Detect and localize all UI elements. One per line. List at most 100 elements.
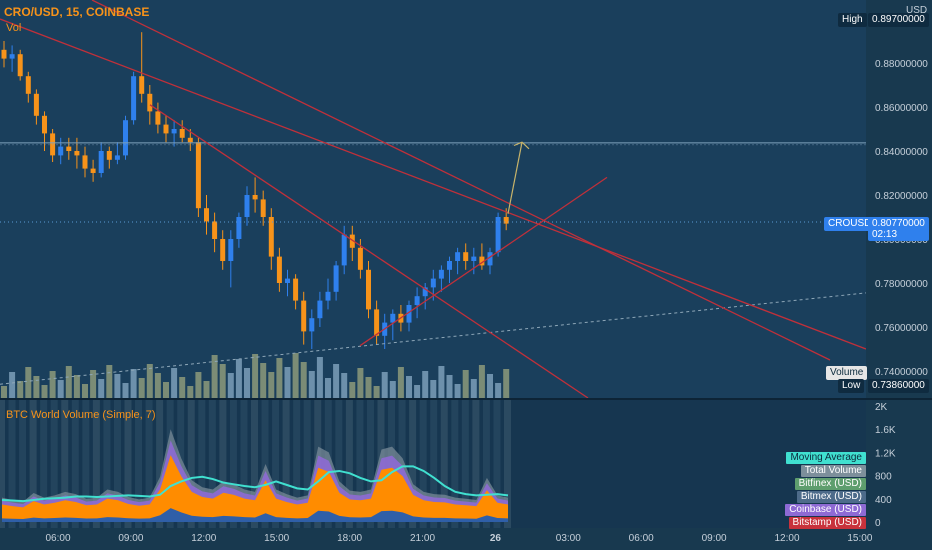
- volume-bar: [454, 384, 461, 398]
- candle-body: [155, 111, 161, 125]
- legend-item: Bitfinex (USD): [794, 478, 866, 490]
- indicator-column: [430, 400, 438, 528]
- candle: [123, 115, 128, 160]
- candle-body: [244, 195, 250, 217]
- candle: [9, 45, 15, 72]
- candle-body: [317, 300, 323, 319]
- indicator-column: [187, 400, 195, 528]
- candle-body: [349, 234, 355, 248]
- indicator-column: [219, 400, 227, 528]
- volume-bar: [406, 376, 412, 398]
- candle-body: [66, 146, 72, 151]
- descending-trendline-2: [149, 104, 589, 399]
- candle-body: [17, 54, 23, 77]
- candle: [374, 300, 380, 345]
- candle-body: [179, 129, 185, 138]
- volume-bar: [171, 368, 178, 398]
- candle: [90, 159, 96, 182]
- candle: [487, 247, 493, 275]
- volume-bar: [138, 378, 145, 398]
- volume-bar: [252, 354, 259, 398]
- candle-body: [341, 234, 347, 266]
- candle: [220, 230, 226, 270]
- candle: [58, 137, 64, 165]
- time-tick-label: 15:00: [264, 533, 289, 544]
- candle-body: [374, 309, 380, 336]
- candle-body: [228, 239, 234, 261]
- indicator-column: [504, 400, 511, 528]
- volume-bar: [365, 377, 372, 398]
- volume-bar: [25, 367, 32, 398]
- candle-body: [106, 151, 112, 160]
- legend-item: Bitmex (USD): [796, 491, 866, 503]
- volume-bar: [130, 369, 137, 398]
- bitmex-area: [2, 455, 508, 522]
- time-tick-label: 12:00: [774, 533, 799, 544]
- volume-bar: [187, 386, 194, 398]
- indicator-column: [103, 400, 111, 528]
- indicator-column: [335, 400, 343, 528]
- drawings-layer[interactable]: [0, 0, 867, 399]
- volume-bar: [203, 381, 210, 398]
- candle-body: [195, 142, 201, 209]
- last-price-tag: 0.80770000 02:13: [868, 217, 929, 241]
- indicator-column: [409, 400, 417, 528]
- volume-bars: [1, 353, 510, 398]
- candle-body: [276, 256, 282, 283]
- indicator-title[interactable]: BTC World Volume (Simple, 7): [6, 409, 156, 421]
- moving-average-line: [1, 465, 509, 503]
- candle-body: [487, 252, 493, 266]
- time-tick-label: 03:00: [556, 533, 581, 544]
- candle: [114, 142, 120, 165]
- countdown: 02:13: [872, 229, 898, 240]
- indicator-column: [240, 400, 248, 528]
- descending-trendline: [91, 0, 831, 361]
- volume-bar: [414, 385, 421, 398]
- indicator-column: [50, 400, 58, 528]
- volume-bar: [244, 368, 250, 398]
- volume-bar: [9, 372, 16, 398]
- volume-bar: [325, 378, 331, 398]
- time-tick-label: 26: [490, 533, 502, 544]
- indicator-column: [282, 400, 290, 528]
- indicator-column: [356, 400, 364, 528]
- candle: [131, 71, 137, 125]
- price-tick-label: 0.76000000: [875, 323, 928, 334]
- candle-body: [366, 269, 371, 310]
- indicator-column: [229, 400, 237, 528]
- candle: [333, 261, 339, 301]
- candle: [98, 142, 104, 178]
- volume-bar: [57, 380, 64, 398]
- indicator-column: [345, 400, 353, 528]
- ascending-trendline: [359, 176, 608, 347]
- volume-bar: [349, 382, 356, 398]
- indicator-pane[interactable]: [0, 400, 866, 528]
- symbol-title[interactable]: CRO/USD, 15, COINBASE: [4, 5, 150, 19]
- candle-body: [74, 151, 80, 156]
- candle: [212, 212, 218, 253]
- price-pane[interactable]: [0, 0, 866, 398]
- candle-body: [82, 155, 88, 169]
- candle: [155, 102, 161, 134]
- candle: [82, 146, 88, 178]
- volume-bar: [211, 355, 218, 398]
- candle-body: [171, 129, 177, 134]
- candle-body: [58, 146, 64, 156]
- candle-body: [187, 137, 193, 143]
- indicator-column: [82, 400, 90, 528]
- candle-body: [503, 217, 509, 224]
- volume-bar: [17, 381, 24, 398]
- candle: [195, 137, 201, 217]
- candle: [268, 208, 274, 270]
- symbol-price-tag: CROUSD: [824, 217, 876, 231]
- indicator-column: [0, 400, 5, 528]
- volume-bar: [389, 381, 396, 398]
- candle: [1, 41, 7, 68]
- candle-body: [260, 199, 266, 217]
- price-tick-label: 0.74000000: [875, 367, 928, 378]
- candle: [366, 261, 371, 319]
- indicator-column: [208, 400, 216, 528]
- volume-bar: [235, 359, 242, 398]
- indicator-column: [251, 400, 258, 528]
- time-tick-label: 18:00: [337, 533, 362, 544]
